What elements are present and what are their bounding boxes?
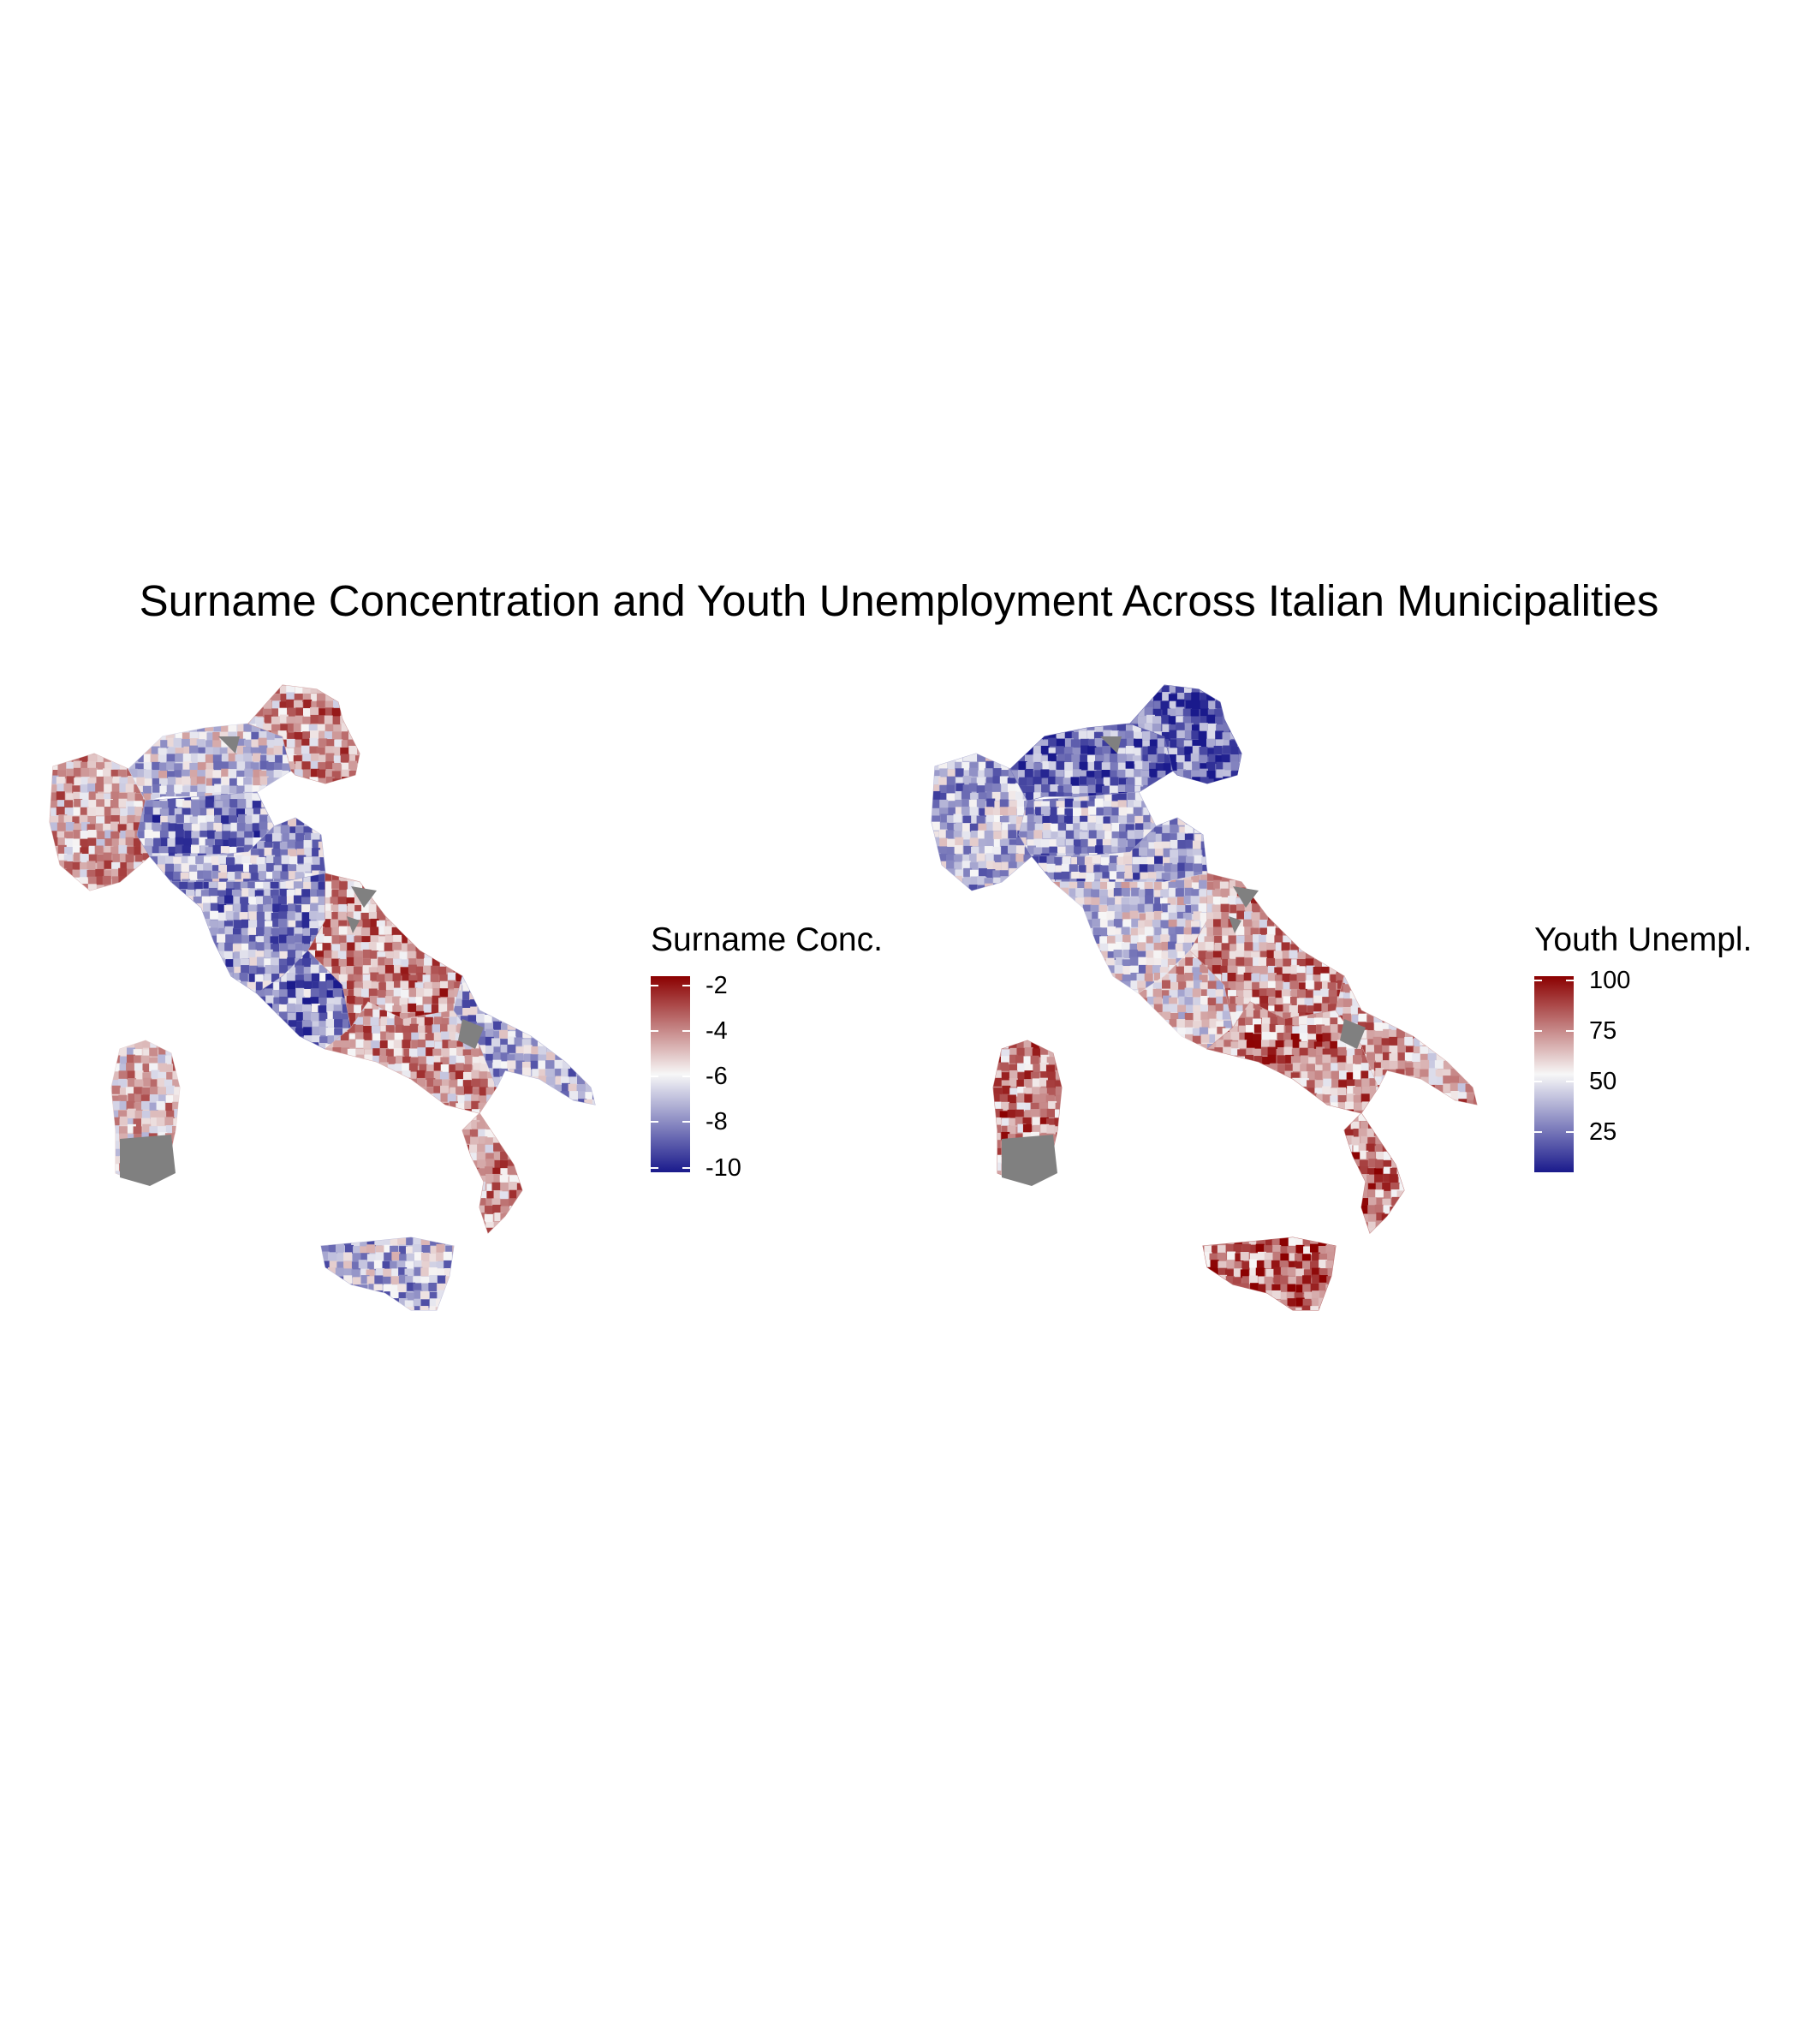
missing-data-area [458,1019,484,1049]
legend-tick-mark [651,1029,658,1032]
unemployment-colorbar [1534,976,1574,1172]
missing-data-area [218,736,240,754]
legend-tick-mark [1566,1130,1574,1133]
surname-colorbar [651,976,690,1172]
legend-tick-label: -6 [706,1063,728,1091]
legend-tick-mark [1534,979,1542,981]
legend-tick-mark [1534,1029,1542,1032]
missing-data-area [1233,886,1259,908]
missing-data-area [120,1135,176,1186]
legend-tick-mark [651,1121,658,1123]
legend-tick-mark [651,1076,658,1078]
unemployment-legend-title: Youth Unempl. [1534,921,1753,958]
legend-tick-mark [1534,1080,1542,1082]
figure-title: Surname Concentration and Youth Unemploy… [139,576,1659,625]
legend-tick-mark [682,984,690,986]
surname-legend-title: Surname Conc. [651,921,883,958]
missing-data-area [347,916,360,933]
legend-tick-mark [682,1029,690,1032]
legend-tick-mark [1534,1130,1542,1133]
legend-tick-mark [682,1076,690,1078]
missing-data-area [351,886,377,908]
legend-tick-label: -2 [706,971,728,999]
legend-tick-mark [1566,1080,1574,1082]
missing-data-area [1002,1135,1057,1186]
missing-data-area [1100,736,1122,754]
missing-data-area [1340,1019,1366,1049]
missing-data-area [1229,916,1241,933]
legend-tick-label: 25 [1589,1117,1617,1146]
legend-tick-label: 75 [1589,1016,1617,1045]
legend-tick-label: -10 [706,1153,741,1182]
legend-tick-label: 50 [1589,1067,1617,1095]
legend-tick-mark [651,984,658,986]
legend-tick-mark [1566,979,1574,981]
legend-tick-mark [651,1166,658,1169]
legend-tick-label: 100 [1589,966,1631,994]
legend-tick-label: -4 [706,1016,728,1045]
legend-tick-mark [682,1166,690,1169]
legend-tick-label: -8 [706,1108,728,1136]
legend-tick-mark [1566,1029,1574,1032]
legend-tick-mark [682,1121,690,1123]
